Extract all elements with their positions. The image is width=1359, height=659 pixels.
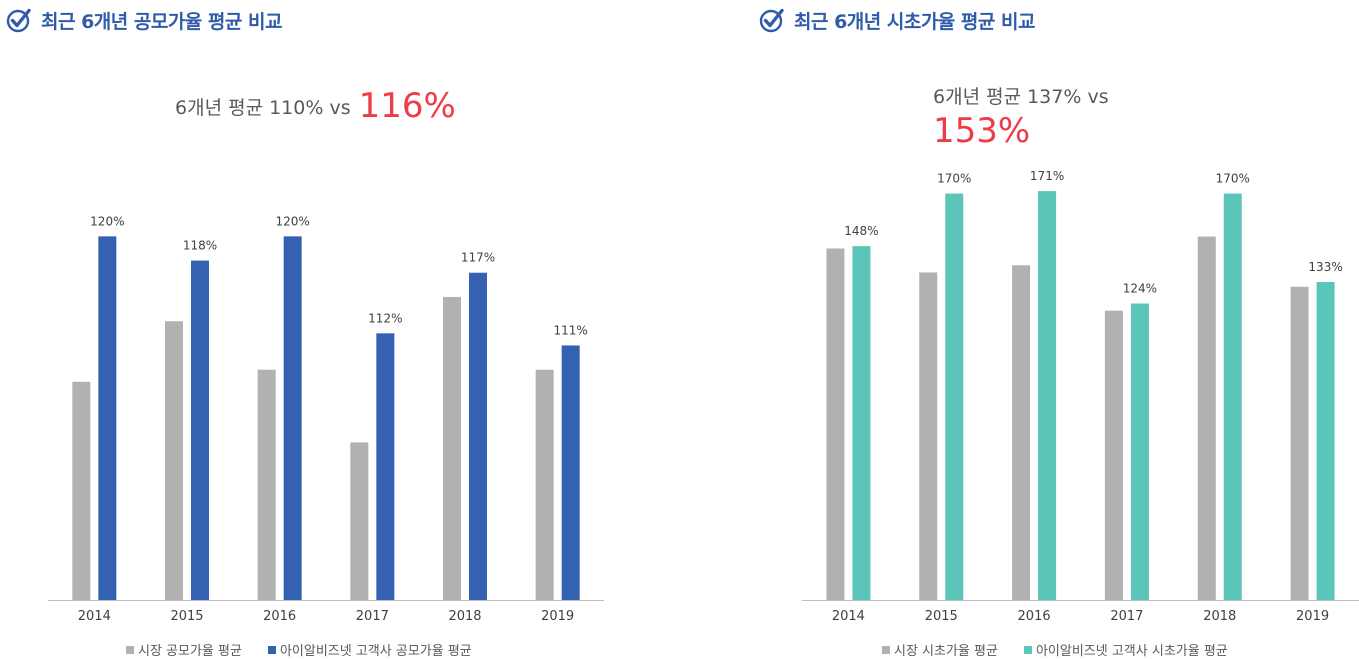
x-tick-label: 2019 (1296, 609, 1329, 624)
panel-ipo-price-ratio: 최근 6개년 공모가율 평균 비교 6개년 평균 110% vs 116% 120… (0, 0, 620, 659)
legend-item-company: 아이알비즈넷 고객사 공모가율 평균 (267, 640, 472, 659)
bar-market (350, 442, 369, 600)
bar-market (1012, 265, 1031, 600)
bar-market (1197, 236, 1216, 600)
x-tick-label: 2014 (78, 609, 111, 624)
bar-chart-ipo-price-ratio: 120% 2014 118% 2015 120% 2016 112% 2017 117% 2018… (48, 214, 604, 624)
data-label: 170% (1216, 172, 1250, 186)
data-label: 120% (90, 214, 124, 228)
bar-market (165, 321, 183, 600)
bar-market (919, 272, 938, 600)
bar-market (535, 369, 554, 600)
x-tick-label: 2016 (1018, 609, 1051, 624)
legend-item-market: 시장 시초가율 평균 (882, 640, 998, 659)
bar-company (945, 193, 964, 601)
x-tick-label: 2018 (1203, 609, 1236, 624)
data-label: 117% (461, 251, 495, 265)
legend-item-company: 아이알비즈넷 고객사 시초가율 평균 (1023, 640, 1228, 659)
x-tick-label: 2014 (832, 609, 865, 624)
x-tick-label: 2018 (448, 609, 481, 624)
legend-swatch-market (882, 645, 890, 654)
legend-label: 아이알비즈넷 고객사 시초가율 평균 (1035, 644, 1228, 659)
legend-swatch-market (126, 645, 134, 654)
data-label: 118% (183, 239, 217, 253)
legend-label: 시장 공모가율 평균 (138, 644, 242, 659)
x-tick-label: 2015 (170, 609, 203, 624)
data-label: 112% (368, 311, 402, 325)
x-tick-label: 2019 (541, 609, 574, 624)
bar-market (257, 369, 276, 600)
bar-market (443, 296, 461, 600)
x-tick-label: 2017 (1110, 609, 1143, 624)
x-tick-label: 2015 (925, 609, 958, 624)
data-label: 111% (554, 323, 588, 337)
panel-title: 최근 6개년 시초가율 평균 비교 (794, 10, 1035, 33)
summary-highlight: 116% (358, 86, 456, 126)
legend-item-market: 시장 공모가율 평균 (126, 640, 242, 659)
bar-company (469, 272, 487, 600)
chart-legend: 시장 공모가율 평균 아이알비즈넷 고객사 공모가율 평균 (126, 640, 498, 659)
bar-company (1316, 281, 1335, 600)
data-label: 133% (1308, 260, 1342, 274)
bar-market (72, 381, 91, 600)
legend-label: 아이알비즈넷 고객사 공모가율 평균 (279, 644, 472, 659)
bar-chart-opening-price-ratio: 148% 2014 170% 2015 171% 2016 124% 2017 170% 2018… (802, 169, 1359, 624)
panel-heading: 최근 6개년 시초가율 평균 비교 (759, 6, 1035, 34)
legend-swatch-company (267, 645, 276, 654)
legend-label: 시장 시초가율 평균 (894, 644, 998, 659)
summary-line: 6개년 평균 137% vs 153% (933, 84, 1109, 151)
bar-company (1038, 191, 1057, 601)
panel-heading: 최근 6개년 공모가율 평균 비교 (6, 6, 282, 34)
data-label: 148% (844, 224, 878, 238)
panel-title: 최근 6개년 공모가율 평균 비교 (41, 10, 282, 33)
panel-opening-price-ratio: 최근 6개년 시초가율 평균 비교 6개년 평균 137% vs 153% 148… (755, 0, 1359, 659)
x-tick-label: 2017 (356, 609, 389, 624)
chart-legend: 시장 시초가율 평균 아이알비즈넷 고객사 시초가율 평균 (882, 640, 1254, 659)
summary-line: 6개년 평균 110% vs 116% (175, 86, 456, 126)
bar-company (283, 236, 302, 600)
summary-text: 6개년 평균 110% vs (175, 97, 351, 119)
check-circle-icon (759, 8, 784, 33)
bar-company (376, 333, 395, 600)
bar-company (852, 246, 871, 600)
data-label: 171% (1030, 169, 1064, 183)
bar-company (1130, 303, 1149, 600)
data-label: 170% (937, 172, 971, 186)
bar-market (1290, 286, 1309, 600)
data-label: 120% (276, 214, 310, 228)
check-circle-icon (6, 8, 31, 33)
x-tick-label: 2016 (263, 609, 296, 624)
bar-company (1223, 193, 1242, 601)
data-label: 124% (1123, 282, 1157, 296)
summary-highlight: 153% (933, 111, 1031, 151)
bar-company (98, 236, 117, 600)
bar-market (1104, 310, 1123, 600)
bar-company (191, 260, 209, 600)
bar-market (826, 248, 845, 600)
legend-swatch-company (1023, 645, 1032, 654)
bar-company (561, 345, 580, 600)
summary-text: 6개년 평균 137% vs (933, 86, 1109, 108)
